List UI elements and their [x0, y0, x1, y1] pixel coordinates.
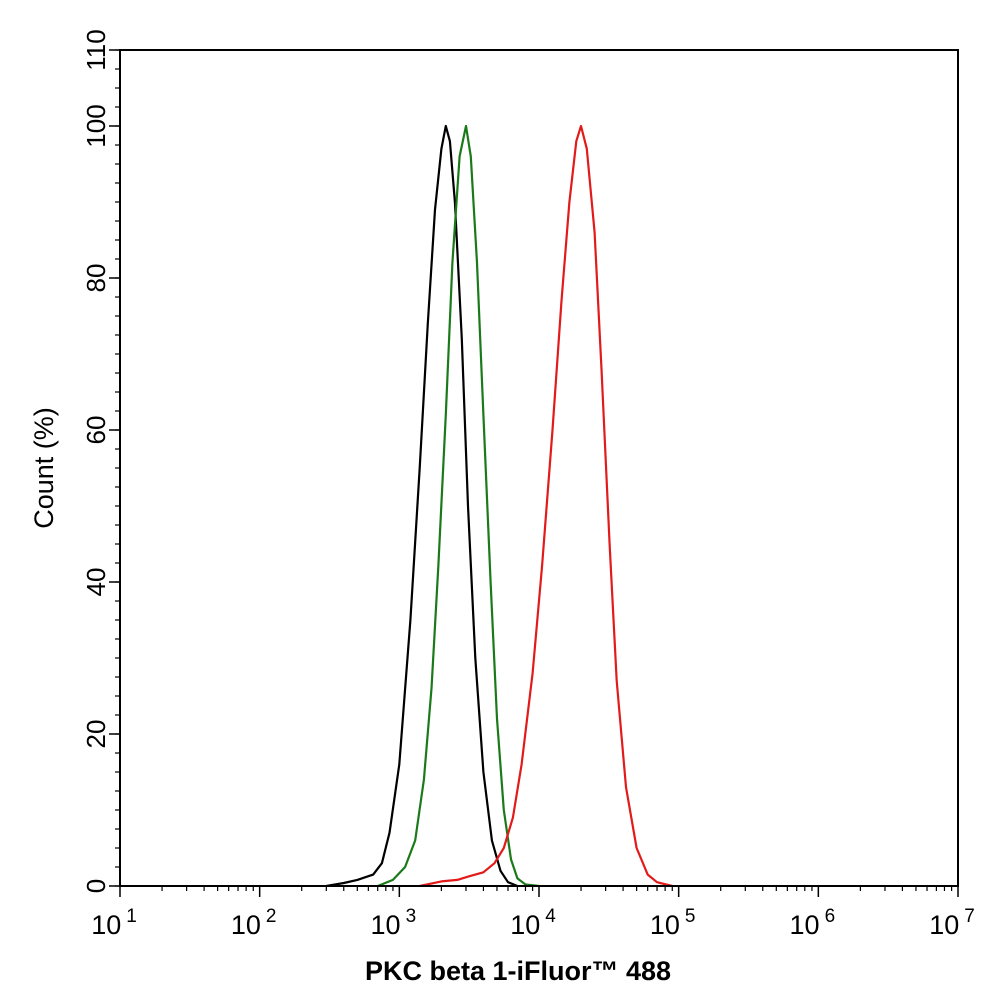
x-tick-base: 10	[510, 910, 540, 940]
x-tick-base: 10	[231, 910, 261, 940]
y-tick-label: 60	[81, 416, 111, 445]
x-tick-exponent: 4	[545, 906, 556, 927]
x-axis-ticks: 10 1 10 2 10 3 10 4 10 5 10 6 10 7	[91, 886, 975, 940]
y-tick-label: 100	[81, 104, 111, 147]
x-tick-label: 10 7	[929, 906, 975, 940]
x-tick-label: 10 2	[231, 906, 277, 940]
x-tick-base: 10	[91, 910, 121, 940]
x-tick-base: 10	[929, 910, 959, 940]
plot-frame	[119, 49, 959, 887]
x-tick-exponent: 7	[964, 906, 975, 927]
x-axis-label: PKC beta 1-iFluor™ 488	[365, 956, 671, 986]
x-tick-base: 10	[650, 910, 680, 940]
x-tick-base: 10	[371, 910, 401, 940]
x-tick-label: 10 5	[650, 906, 696, 940]
x-tick-exponent: 6	[825, 906, 836, 927]
series-line-2	[377, 124, 540, 888]
y-tick-label: 80	[81, 264, 111, 293]
x-tick-label: 10 3	[371, 906, 417, 940]
x-tick-label: 10 4	[510, 906, 556, 940]
x-tick-exponent: 1	[126, 906, 137, 927]
x-tick-base: 10	[790, 910, 820, 940]
series-line-3	[419, 124, 673, 888]
x-tick-exponent: 3	[406, 906, 417, 927]
y-tick-label: 110	[81, 29, 111, 70]
series-layer	[326, 124, 673, 888]
y-tick-label: 0	[81, 879, 111, 893]
y-tick-label: 40	[81, 568, 111, 597]
y-axis-ticks: 0 20 40 60 80 100 110	[81, 29, 120, 893]
x-tick-exponent: 5	[685, 906, 696, 927]
x-tick-exponent: 2	[266, 906, 277, 927]
x-tick-label: 10 6	[790, 906, 836, 940]
y-tick-label: 20	[81, 720, 111, 749]
series-line-1	[326, 124, 518, 888]
y-axis-label: Count (%)	[29, 407, 59, 529]
x-tick-label: 10 1	[91, 906, 137, 940]
